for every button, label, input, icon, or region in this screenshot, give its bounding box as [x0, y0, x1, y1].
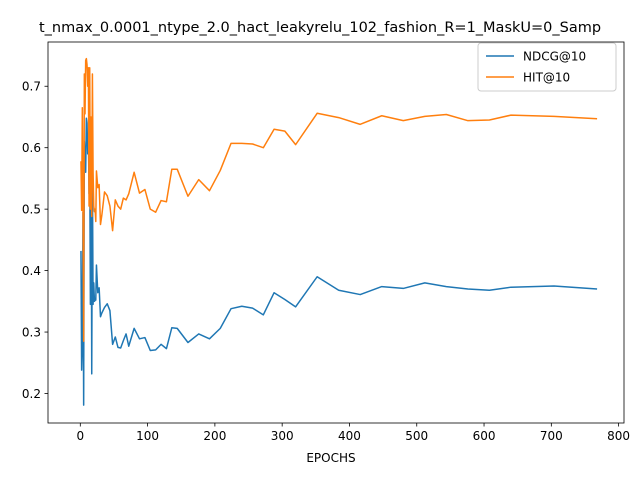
x-tick-label: 800	[607, 429, 630, 443]
x-tick-label: 100	[136, 429, 159, 443]
x-tick-label: 400	[338, 429, 361, 443]
x-tick-label: 200	[203, 429, 226, 443]
x-tick-label: 700	[540, 429, 563, 443]
y-tick-label: 0.6	[22, 141, 41, 155]
x-tick-label: 600	[473, 429, 496, 443]
y-tick-label: 0.4	[22, 264, 41, 278]
legend-label-hit-10: HIT@10	[523, 71, 570, 85]
x-tick-label: 0	[76, 429, 84, 443]
y-tick-label: 0.3	[22, 326, 41, 340]
legend: NDCG@10 HIT@10	[477, 42, 617, 92]
axes-layer: 0 100 200 300 400 500 600 700 800 0.2 0.3 0.4 0.5 0.6…	[22, 41, 630, 443]
legend-label-ndcg-10: NDCG@10	[523, 50, 586, 64]
series-layer	[80, 57, 598, 406]
series-line-hit-10	[80, 57, 598, 343]
y-tick-label: 0.2	[22, 387, 41, 401]
x-tick-label: 500	[405, 429, 428, 443]
y-tick-label: 0.5	[22, 203, 41, 217]
axes-frame	[47, 41, 625, 424]
x-tick-label: 300	[271, 429, 294, 443]
x-axis-label: EPOCHS	[306, 451, 355, 465]
y-tick-label: 0.7	[22, 80, 41, 94]
chart-title: t_nmax_0.0001_ntype_2.0_hact_leakyrelu_1…	[39, 20, 601, 36]
legend-box	[477, 42, 617, 92]
